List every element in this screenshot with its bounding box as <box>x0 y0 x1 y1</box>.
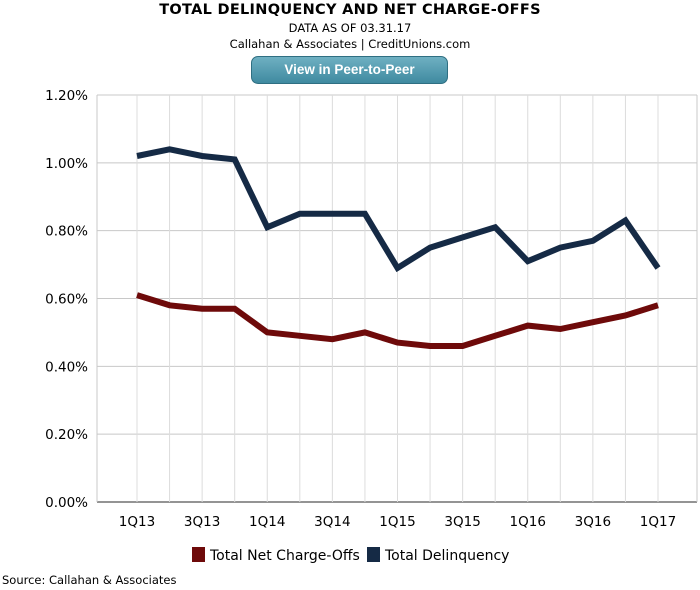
x-tick-label: 1Q14 <box>249 514 285 530</box>
legend-swatch <box>367 547 380 562</box>
y-tick-label: 1.20% <box>45 88 88 104</box>
x-tick-label: 1Q16 <box>510 514 546 530</box>
legend-swatch <box>192 547 205 562</box>
y-tick-label: 0.60% <box>45 292 88 308</box>
y-axis: 0.00% 0.20% 0.40% 0.60% 0.80% 1.00% 1.20% <box>45 88 88 511</box>
data-date: DATA AS OF 03.31.17 <box>288 21 412 35</box>
legend-label: Total Delinquency <box>384 548 509 564</box>
legend-label: Total Net Charge-Offs <box>209 548 360 564</box>
x-tick-label: 3Q15 <box>444 514 480 530</box>
series-lines <box>136 146 661 349</box>
source-note: Source: Callahan & Associates <box>2 573 177 587</box>
x-tick-label: 3Q13 <box>184 514 220 530</box>
y-tick-label: 0.40% <box>45 359 88 375</box>
grid <box>96 94 698 503</box>
x-tick-label: 3Q14 <box>314 514 350 530</box>
x-axis: 1Q13 3Q13 1Q14 3Q14 1Q15 3Q15 1Q16 3Q16 1Q17 <box>119 514 676 530</box>
y-tick-label: 0.20% <box>45 427 88 443</box>
y-tick-label: 1.00% <box>45 156 88 172</box>
series-line-delinquency <box>136 146 661 273</box>
chart-title: TOTAL DELINQUENCY AND NET CHARGE-OFFS <box>159 2 541 18</box>
x-tick-label: 1Q13 <box>119 514 155 530</box>
x-tick-label: 3Q16 <box>575 514 611 530</box>
series-line-net-charge-offs <box>136 292 659 349</box>
attribution: Callahan & Associates | CreditUnions.com <box>229 37 471 51</box>
legend: Total Net Charge-Offs Total Delinquency <box>192 547 509 564</box>
y-tick-label: 0.80% <box>45 224 88 240</box>
y-tick-label: 0.00% <box>45 495 88 511</box>
x-tick-label: 1Q15 <box>379 514 415 530</box>
x-tick-label: 1Q17 <box>640 514 676 530</box>
view-peer-to-peer-button[interactable]: View in Peer-to-Peer <box>251 56 448 84</box>
